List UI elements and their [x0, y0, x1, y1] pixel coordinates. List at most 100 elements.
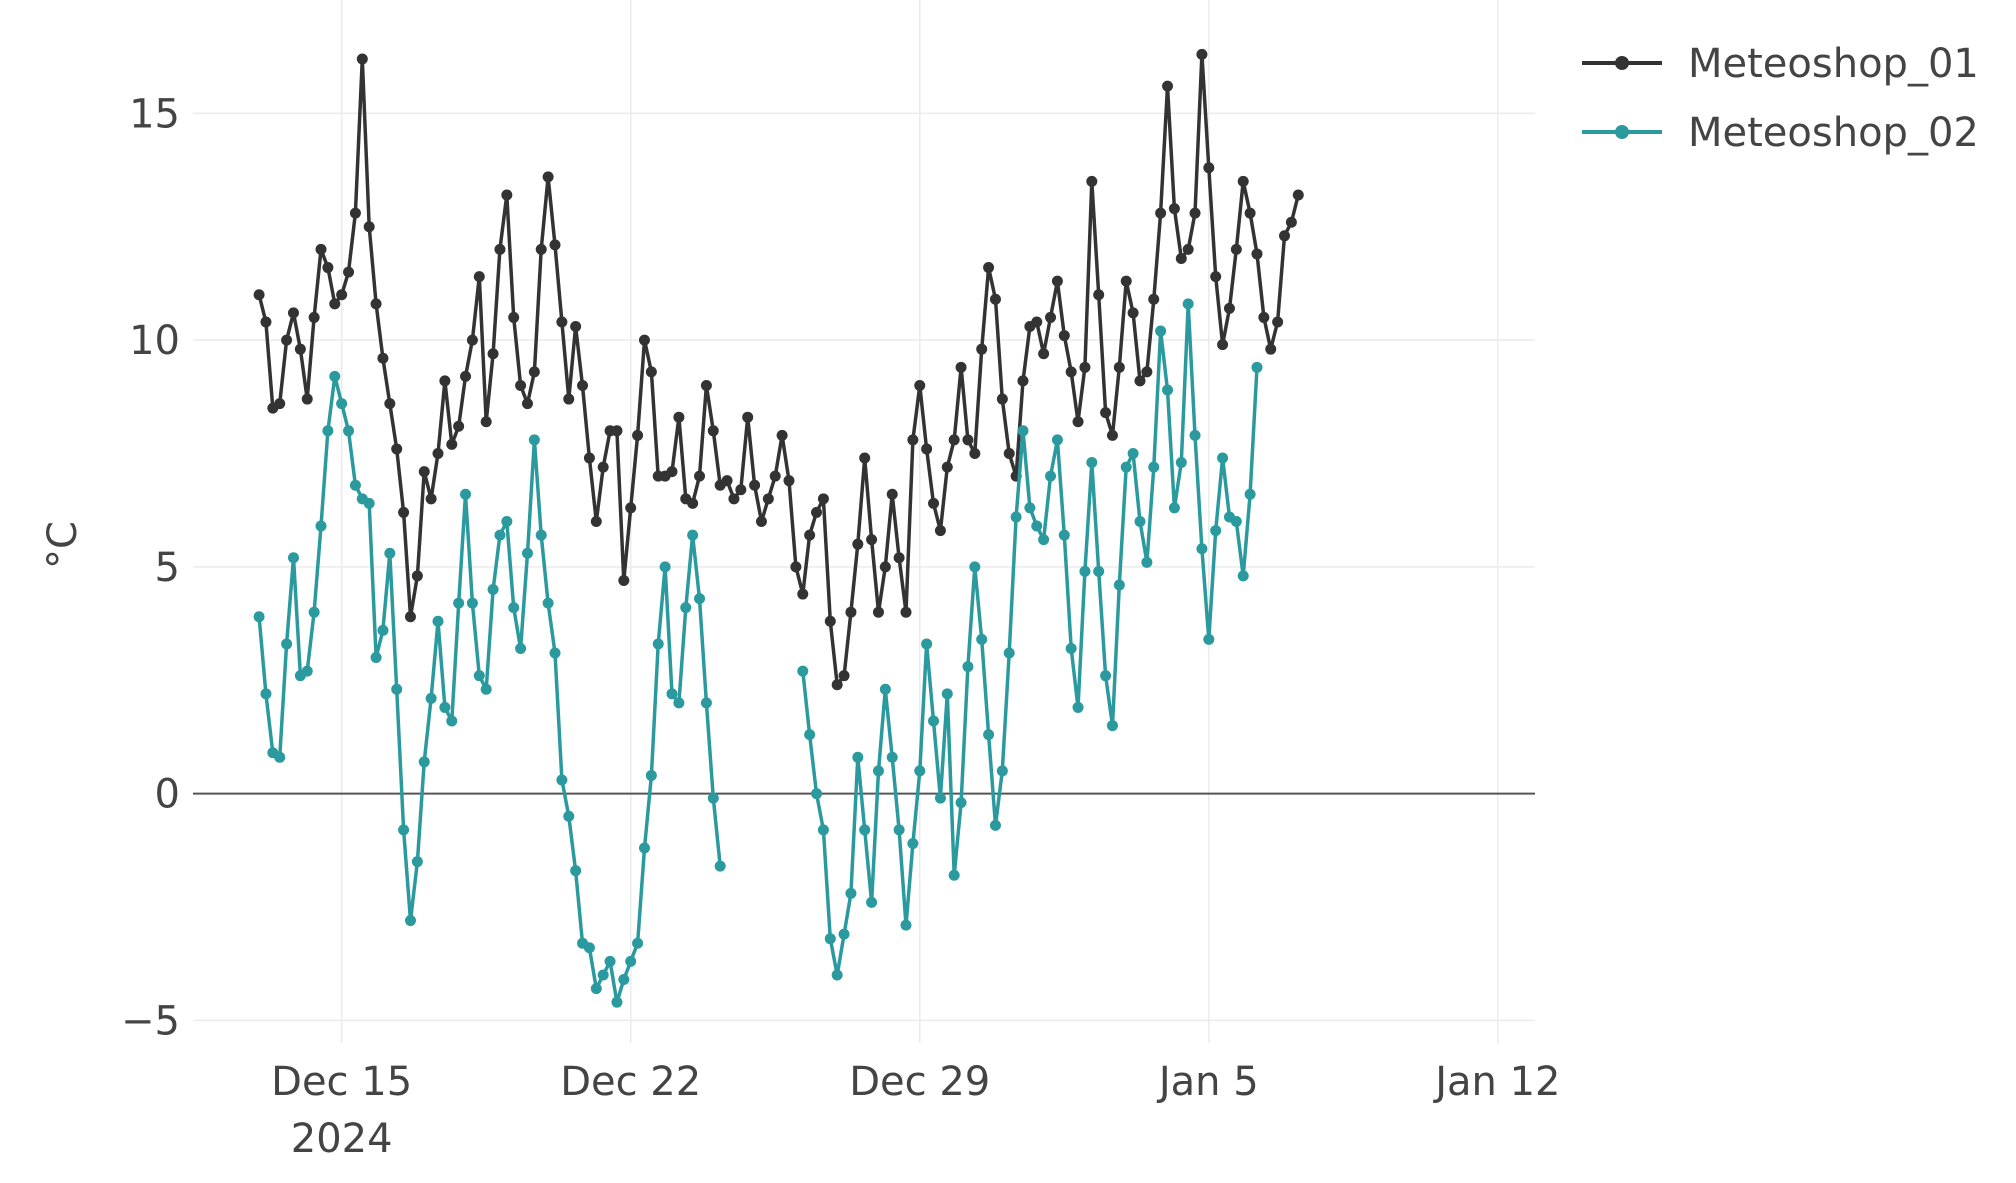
data-point [831, 969, 843, 981]
series-line [257, 52, 1300, 687]
data-point [1100, 670, 1112, 682]
data-point [466, 597, 478, 609]
data-point [515, 379, 527, 391]
data-point [349, 207, 361, 219]
data-point [831, 679, 843, 691]
legend-item-Meteoshop_02[interactable]: Meteoshop_02 [1582, 110, 1979, 156]
x-tick-label: Jan 12 [1432, 1059, 1560, 1105]
data-point [707, 792, 719, 804]
data-point [838, 928, 850, 940]
data-point [1168, 203, 1180, 215]
data-point [604, 955, 616, 967]
data-point [508, 311, 520, 323]
data-point [1244, 207, 1256, 219]
data-point [411, 570, 423, 582]
data-point [1203, 162, 1215, 174]
data-point [1127, 447, 1139, 459]
x-tick-label: Dec 22 [560, 1059, 701, 1105]
data-point [1175, 457, 1187, 469]
data-point [824, 615, 836, 627]
data-point [549, 647, 561, 659]
data-point [1058, 529, 1070, 541]
data-point [962, 661, 974, 673]
data-point [638, 842, 650, 854]
data-point [404, 915, 416, 927]
data-point [762, 493, 774, 505]
data-point [301, 393, 313, 405]
data-point [1292, 189, 1304, 201]
data-point [308, 311, 320, 323]
data-point [893, 824, 905, 836]
data-point [521, 547, 533, 559]
data-point [996, 765, 1008, 777]
legend[interactable]: Meteoshop_01 Meteoshop_02 [1582, 41, 1979, 156]
data-point [253, 289, 265, 301]
data-point [1134, 375, 1146, 387]
data-point [322, 262, 334, 274]
data-point [1265, 343, 1277, 355]
data-point [597, 969, 609, 981]
data-point [384, 398, 396, 410]
data-point [1024, 502, 1036, 514]
data-point [666, 466, 678, 478]
series-Meteoshop_01 [253, 48, 1304, 691]
data-point [487, 584, 499, 596]
data-point [1175, 252, 1187, 264]
data-point [1285, 216, 1297, 228]
legend-swatch-marker [1615, 56, 1629, 70]
data-point [1093, 565, 1105, 577]
data-point [363, 497, 375, 509]
data-point [370, 652, 382, 664]
data-point [934, 792, 946, 804]
data-point [721, 475, 733, 487]
legend-item-Meteoshop_01[interactable]: Meteoshop_01 [1582, 41, 1979, 87]
data-point [1251, 248, 1263, 260]
data-point [811, 506, 823, 518]
data-point [487, 348, 499, 360]
data-point [446, 715, 458, 727]
data-point [535, 529, 547, 541]
data-point [349, 479, 361, 491]
x-tick-sublabel: 2024 [291, 1116, 393, 1162]
data-point [1113, 579, 1125, 591]
data-point [907, 434, 919, 446]
data-point [928, 715, 940, 727]
data-point [583, 452, 595, 464]
data-point [728, 493, 740, 505]
data-point [494, 243, 506, 255]
data-point [501, 516, 513, 527]
axis-labels-layer: Dec 15 2024 Dec 22 Dec 29 Jan 5 Jan 12 −5 0 5 10 1… [40, 91, 1560, 1162]
data-point [1079, 361, 1091, 373]
data-point [446, 438, 458, 450]
data-point [804, 529, 816, 541]
data-point [590, 516, 602, 527]
data-point [329, 298, 341, 310]
y-tick-label: 15 [129, 91, 180, 137]
data-point [1038, 348, 1050, 360]
data-point [673, 697, 685, 709]
series-Meteoshop_02 [253, 298, 1263, 1008]
data-point [570, 321, 582, 333]
data-point [1162, 384, 1174, 396]
data-point [1086, 175, 1098, 187]
data-point [1003, 447, 1015, 459]
data-point [418, 466, 430, 478]
data-point [563, 810, 575, 822]
data-point [1093, 289, 1105, 301]
data-point [1244, 488, 1256, 500]
data-point [473, 670, 485, 682]
data-point [260, 688, 272, 700]
data-point [1017, 375, 1029, 387]
data-point [611, 425, 623, 437]
data-point [914, 379, 926, 391]
data-point [969, 561, 981, 573]
data-point [322, 425, 334, 437]
data-point [687, 529, 699, 541]
data-point [274, 398, 286, 410]
data-point [694, 593, 706, 605]
data-point [714, 860, 726, 872]
series-layer [253, 48, 1304, 1008]
data-point [1279, 230, 1291, 242]
data-point [528, 366, 540, 378]
